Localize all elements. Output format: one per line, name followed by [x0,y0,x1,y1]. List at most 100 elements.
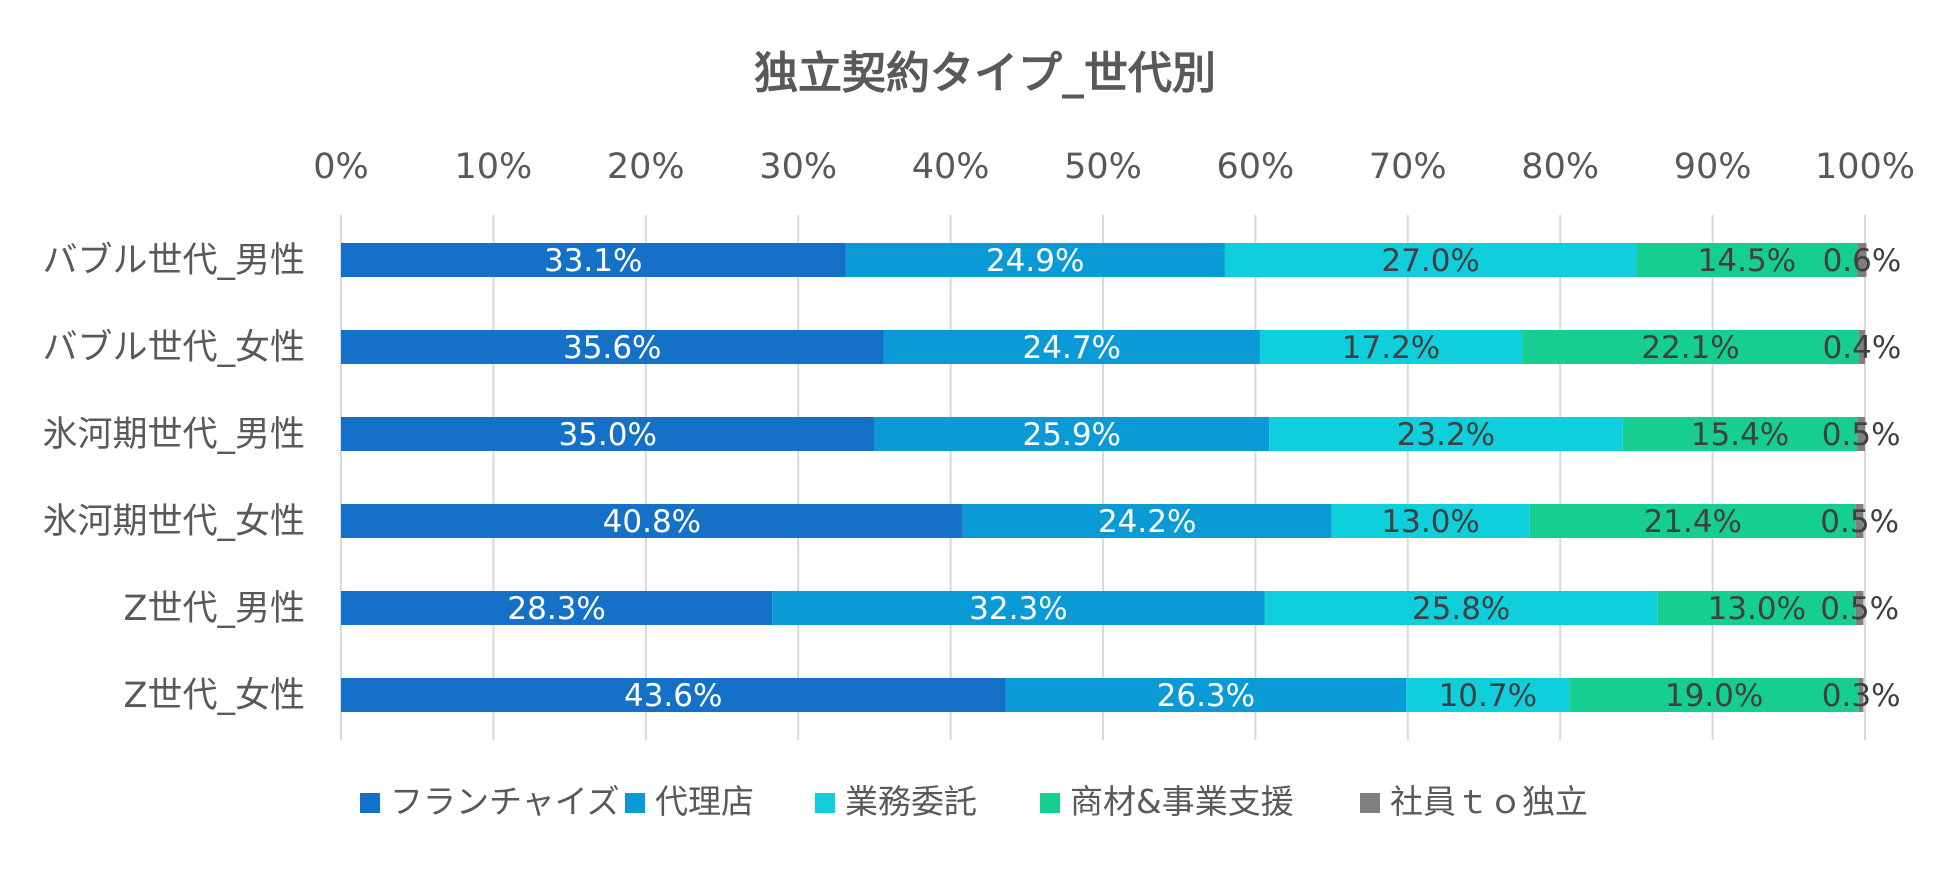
bar-segment [341,591,773,625]
bar-segment [1858,678,1864,712]
data-label: 24.9% [986,243,1084,279]
x-tick-label: 100% [1815,147,1915,187]
bar-segment [883,330,1260,364]
data-label: 33.1% [544,243,642,279]
bar-segment [341,417,875,451]
legend-swatch [815,793,835,813]
bar-segment [1269,417,1623,451]
data-label: 27.0% [1381,243,1479,279]
bar-segment [341,330,884,364]
bar-segment [341,678,1006,712]
bar-segment [1636,243,1858,277]
bar-segment [1657,591,1856,625]
legend-swatch [1360,793,1380,813]
bar-segment [1857,417,1865,451]
legend-swatch [360,793,380,813]
data-label: 0.4% [1823,330,1902,366]
data-label: 24.7% [1023,330,1121,366]
x-tick-label: 60% [1217,147,1295,187]
bar-segment [1224,243,1637,277]
legend-label: 商材&事業支援 [1070,782,1294,821]
category-label: Z世代_女性 [124,676,305,716]
data-label: 13.0% [1381,504,1479,540]
bar-segment [845,243,1225,277]
bar-segment [1331,504,1530,538]
bar-segment [874,417,1270,451]
bar-segment [341,504,963,538]
data-label: 0.3% [1822,678,1901,714]
legend-swatch [1040,793,1060,813]
legend-swatch [625,793,645,813]
data-label: 24.2% [1098,504,1196,540]
data-label: 13.0% [1708,591,1806,627]
data-label: 43.6% [624,678,722,714]
data-label: 0.6% [1823,243,1902,279]
data-label: 23.2% [1397,417,1495,453]
bar-segment [1259,330,1523,364]
data-label: 0.5% [1820,591,1899,627]
data-label: 28.3% [507,591,605,627]
x-tick-label: 0% [313,147,369,187]
data-label: 35.6% [563,330,661,366]
legend-item: 代理店 [625,782,754,821]
bar-segment [1858,330,1865,364]
data-label: 21.4% [1644,504,1742,540]
legend-item: 商材&事業支援 [1040,782,1294,821]
legend-label: 業務委託 [845,782,977,821]
bar-segment [1406,678,1570,712]
data-label: 22.1% [1641,330,1739,366]
bar-segment [1005,678,1407,712]
data-label: 35.0% [558,417,656,453]
data-label: 17.2% [1342,330,1440,366]
data-label: 19.0% [1665,678,1763,714]
bar-segment [1855,504,1864,538]
grid-lines [340,215,1866,740]
data-labels: 33.1% 24.9% 27.0% 14.5% 0.6% 35.6% 24.7% 17.2% 2… [507,243,1901,714]
bar-segment [1264,591,1658,625]
data-label: 26.3% [1157,678,1255,714]
bar-segment [772,591,1265,625]
bar-segment [1522,330,1859,364]
x-tick-label: 30% [759,147,837,187]
bar-segment [1855,591,1864,625]
data-label: 0.5% [1820,504,1899,540]
data-label: 14.5% [1698,243,1796,279]
x-tick-label: 70% [1369,147,1447,187]
x-tick-label: 90% [1674,147,1752,187]
bar-segment [1622,417,1858,451]
legend-item: フランチャイズ [360,782,620,821]
legend-item: 業務委託 [815,782,977,821]
category-label: Z世代_男性 [124,589,305,629]
bar-segments [341,243,1867,712]
data-label: 32.3% [969,591,1067,627]
data-label: 25.9% [1023,417,1121,453]
category-label: 氷河期世代_女性 [42,502,305,542]
legend-label: フランチャイズ [390,782,620,821]
x-tick-label: 40% [912,147,990,187]
data-label: 25.8% [1412,591,1510,627]
bar-segment [1857,243,1867,277]
bar-segment [1529,504,1856,538]
data-label: 40.8% [603,504,701,540]
data-label: 0.5% [1822,417,1901,453]
x-tick-label: 50% [1064,147,1142,187]
bar-segment [962,504,1332,538]
legend-label: 社員ｔｏ独立 [1390,782,1588,821]
legend: フランチャイズ 代理店 業務委託 商材&事業支援 社員ｔｏ独立 [360,782,1588,821]
category-label: バブル世代_男性 [42,241,305,281]
chart-title: 独立契約タイプ_世代別 [754,48,1216,99]
category-label: 氷河期世代_男性 [42,415,305,455]
legend-item: 社員ｔｏ独立 [1360,782,1588,821]
category-label: バブル世代_女性 [42,328,305,368]
data-label: 10.7% [1439,678,1537,714]
bar-segment [341,243,846,277]
x-axis-ticks: 0% 10% 20% 30% 40% 50% 60% 70% 80% 90% 100% [313,147,1915,187]
legend-label: 代理店 [655,782,754,821]
x-tick-label: 10% [455,147,533,187]
data-label: 15.4% [1691,417,1789,453]
bar-segment [1569,678,1859,712]
x-tick-label: 80% [1521,147,1599,187]
x-tick-label: 20% [607,147,685,187]
